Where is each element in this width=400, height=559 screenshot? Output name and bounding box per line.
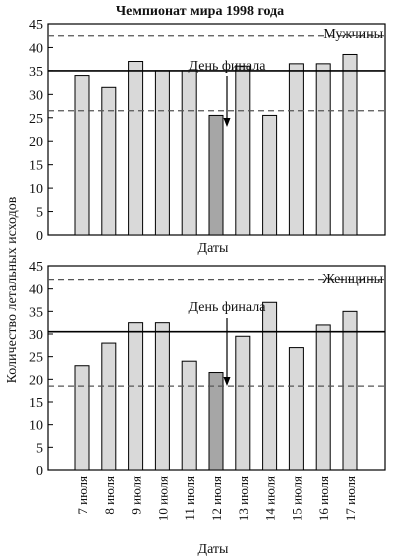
panel-men: 0 5 10 15 20 25 30 35 40 45 Мужчины День финала Даты xyxy=(29,18,386,256)
x-tick-label: 17 июля xyxy=(343,476,358,521)
bar xyxy=(128,322,144,471)
bar xyxy=(181,360,197,471)
date-labels: 7 июля 8 июля 9 июля 10 июля 11 июля 12 июля 1… xyxy=(75,476,358,521)
bar xyxy=(128,61,144,236)
final-day-annotation: День финала xyxy=(189,59,267,74)
bar xyxy=(288,63,304,236)
y-tick-label: 10 xyxy=(29,419,43,434)
bar xyxy=(262,114,278,236)
bar xyxy=(74,75,90,236)
y-tick-label: 15 xyxy=(29,159,43,174)
panel-x-axis-label: Даты xyxy=(198,241,230,256)
y-tick-label: 10 xyxy=(29,182,43,197)
bar xyxy=(154,322,170,471)
y-tick-label: 15 xyxy=(29,396,43,411)
final-day-annotation: День финала xyxy=(189,300,267,315)
y-tick-label: 40 xyxy=(29,41,43,56)
y-tick-label: 5 xyxy=(36,206,43,221)
y-tick-label: 35 xyxy=(29,65,43,80)
bar xyxy=(74,365,90,471)
y-tick-label: 30 xyxy=(29,328,43,343)
x-tick-label: 9 июля xyxy=(129,476,144,515)
y-tick-label: 30 xyxy=(29,88,43,103)
x-tick-label: 8 июля xyxy=(102,476,117,515)
y-axis-title: Количество летальных исходов xyxy=(5,196,20,383)
x-tick-label: 15 июля xyxy=(289,476,304,521)
bar xyxy=(235,335,251,471)
x-tick-label: 11 июля xyxy=(182,476,197,521)
bar xyxy=(288,347,304,471)
x-tick-label: 12 июля xyxy=(209,476,224,521)
bar xyxy=(208,372,224,471)
x-tick-label: 7 июля xyxy=(75,476,90,515)
y-tick-label: 35 xyxy=(29,305,43,320)
bar xyxy=(101,342,117,471)
bar xyxy=(342,310,358,471)
bar xyxy=(235,65,251,236)
annotation-arrow-head xyxy=(223,118,231,127)
panel-name: Женщины xyxy=(322,272,383,287)
y-tick-label: 25 xyxy=(29,351,43,366)
y-tick-label: 45 xyxy=(29,18,43,33)
y-tick-label: 20 xyxy=(29,373,43,388)
y-tick-label: 0 xyxy=(36,229,43,244)
x-tick-label: 13 июля xyxy=(236,476,251,521)
bar xyxy=(315,324,331,471)
bar xyxy=(208,114,224,236)
panel-women: 0 5 10 15 20 25 30 35 40 45 Женщины День финала xyxy=(29,260,386,479)
x-tick-label: 10 июля xyxy=(155,476,170,521)
bar xyxy=(315,63,331,236)
x-tick-label: 14 июля xyxy=(263,476,278,521)
x-axis-title: Даты xyxy=(198,542,230,557)
y-tick-label: 45 xyxy=(29,260,43,275)
x-tick-label: 16 июля xyxy=(316,476,331,521)
y-tick-label: 20 xyxy=(29,135,43,150)
y-tick-label: 5 xyxy=(36,441,43,456)
bar xyxy=(342,53,358,236)
chart-title: Чемпионат мира 1998 года xyxy=(116,4,284,19)
bar xyxy=(154,70,170,236)
bar xyxy=(181,70,197,236)
panel-name: Мужчины xyxy=(323,27,383,42)
annotation-arrow-head xyxy=(223,377,231,386)
y-tick-label: 0 xyxy=(36,464,43,479)
bar xyxy=(101,86,117,236)
y-tick-label: 40 xyxy=(29,283,43,298)
y-tick-label: 25 xyxy=(29,112,43,127)
